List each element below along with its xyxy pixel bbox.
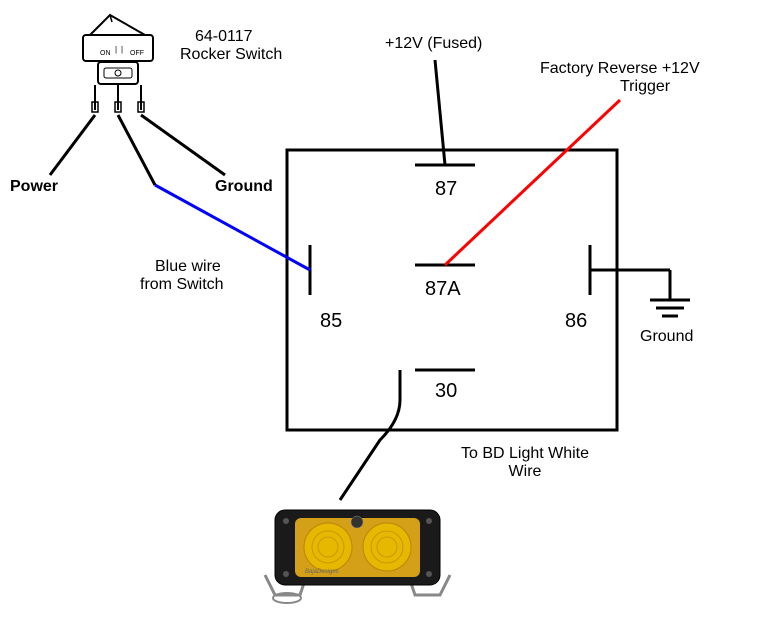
- switch-wire-power: [50, 115, 95, 175]
- label-pin-30: 30: [435, 380, 457, 403]
- svg-text:|: |: [115, 45, 117, 54]
- label-pin-86: 86: [565, 310, 587, 333]
- label-factory-reverse-2: Trigger: [620, 78, 670, 96]
- label-power: Power: [10, 178, 58, 196]
- label-switch-name: Rocker Switch: [180, 46, 282, 64]
- label-ground-switch: Ground: [215, 178, 273, 196]
- switch-wire-center: [118, 115, 155, 185]
- svg-text:|: |: [121, 45, 123, 54]
- label-blue-wire-2: from Switch: [140, 276, 224, 294]
- label-switch-part: 64-0117: [195, 28, 253, 46]
- label-factory-reverse-1: Factory Reverse +12V: [540, 60, 700, 78]
- label-pin-85: 85: [320, 310, 342, 333]
- label-12v-fused: +12V (Fused): [385, 35, 482, 53]
- bd-light-icon: BajaDesigns: [265, 510, 450, 603]
- svg-text:BajaDesigns: BajaDesigns: [305, 569, 339, 575]
- switch-wire-ground: [141, 115, 225, 175]
- svg-text:ON: ON: [100, 50, 111, 57]
- label-ground-relay: Ground: [640, 328, 693, 346]
- wire-30-to-light: [340, 370, 400, 500]
- label-pin-87: 87: [435, 178, 457, 201]
- rocker-switch-icon: ON | | OFF: [83, 15, 153, 112]
- label-to-bd-2: Wire: [445, 463, 605, 481]
- label-blue-wire-1: Blue wire: [155, 258, 221, 276]
- label-pin-87a: 87A: [425, 278, 461, 301]
- label-to-bd-1: To BD Light White: [445, 445, 605, 463]
- svg-text:OFF: OFF: [130, 50, 144, 57]
- wire-87a-red: [445, 100, 620, 265]
